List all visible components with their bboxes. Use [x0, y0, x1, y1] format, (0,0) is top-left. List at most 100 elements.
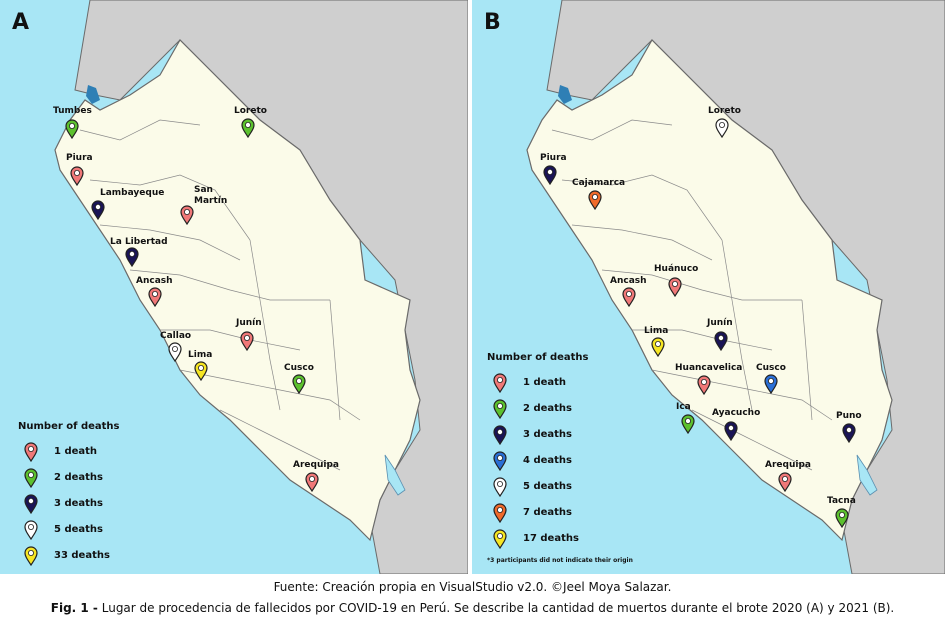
legend-item: 1 death: [487, 373, 589, 399]
map-pin-red[interactable]: [697, 375, 711, 395]
legend-a: Number of deaths 1 death 2 deaths 3 deat…: [18, 421, 120, 572]
map-panel-a: A Tumbes Loreto Piura Lambayeque San Mar…: [0, 0, 468, 574]
legend-pin-white: [493, 477, 507, 497]
legend-item: 4 deaths: [487, 451, 589, 477]
map-pin-red[interactable]: [148, 287, 162, 307]
region-label-junin: Junín: [236, 318, 262, 328]
map-pin-orange[interactable]: [588, 190, 602, 210]
map-pin-green[interactable]: [241, 118, 255, 138]
map-pin-navy[interactable]: [714, 331, 728, 351]
legend-item: 7 deaths: [487, 503, 589, 529]
panel-letter: A: [12, 10, 30, 35]
map-pin-green[interactable]: [681, 414, 695, 434]
map-pin-blue[interactable]: [764, 374, 778, 394]
legend-label: 3 deaths: [523, 429, 572, 440]
region-label-san-martin: San Martín: [194, 185, 228, 206]
legend-pin-navy: [493, 425, 507, 445]
legend-item: 2 deaths: [18, 468, 120, 494]
map-pin-red[interactable]: [778, 472, 792, 492]
region-label-loreto: Loreto: [234, 106, 267, 116]
region-label-cusco: Cusco: [756, 363, 786, 373]
region-label-lambayeque: Lambayeque: [100, 188, 165, 198]
map-pin-green[interactable]: [835, 508, 849, 528]
legend-label: 7 deaths: [523, 507, 572, 518]
legend-item: 5 deaths: [487, 477, 589, 503]
figure-text: Lugar de procedencia de fallecidos por C…: [97, 601, 895, 615]
legend-item: 1 death: [18, 442, 120, 468]
legend-label: 33 deaths: [54, 550, 110, 561]
legend-title: Number of deaths: [487, 352, 589, 363]
map-pin-red[interactable]: [668, 277, 682, 297]
legend-label: 5 deaths: [523, 481, 572, 492]
map-pin-red[interactable]: [305, 472, 319, 492]
legend-pin-white: [24, 520, 38, 540]
region-label-huanuco: Huánuco: [654, 264, 699, 274]
map-pin-navy[interactable]: [125, 247, 139, 267]
legend-pin-red: [493, 373, 507, 393]
region-label-tacna: Tacna: [827, 496, 856, 506]
legend-pin-red: [24, 442, 38, 462]
legend-label: 2 deaths: [54, 472, 103, 483]
figure-caption: Fig. 1 - Lugar de procedencia de falleci…: [0, 600, 945, 616]
map-pin-green[interactable]: [292, 374, 306, 394]
map-pin-white[interactable]: [168, 342, 182, 362]
map-pin-white[interactable]: [715, 118, 729, 138]
region-label-cusco: Cusco: [284, 363, 314, 373]
source-caption: Fuente: Creación propia en VisualStudio …: [273, 580, 672, 594]
legend-item: 17 deaths: [487, 529, 589, 555]
region-label-puno: Puno: [836, 411, 862, 421]
region-label-arequipa: Arequipa: [765, 460, 811, 470]
legend-pin-yellow: [493, 529, 507, 549]
map-pin-navy[interactable]: [543, 165, 557, 185]
legend-label: 3 deaths: [54, 498, 103, 509]
legend-item: 33 deaths: [18, 546, 120, 572]
legend-label: 5 deaths: [54, 524, 103, 535]
legend-pin-yellow: [24, 546, 38, 566]
region-label-ancash: Ancash: [610, 276, 647, 286]
legend-b: Number of deaths 1 death 2 deaths 3 deat…: [487, 352, 589, 555]
legend-pin-orange: [493, 503, 507, 523]
map-pin-red[interactable]: [180, 205, 194, 225]
region-label-junin: Junín: [707, 318, 733, 328]
region-label-cajamarca: Cajamarca: [572, 178, 626, 188]
region-label-piura: Piura: [540, 153, 567, 163]
region-label-piura: Piura: [66, 153, 93, 163]
region-label-huancavelica: Huancavelica: [675, 363, 743, 373]
legend-label: 4 deaths: [523, 455, 572, 466]
legend-label: 1 death: [523, 377, 567, 388]
panel-letter: B: [484, 10, 501, 35]
legend-pin-green: [24, 468, 38, 488]
legend-label: 17 deaths: [523, 533, 579, 544]
legend-label: 1 death: [54, 446, 98, 457]
region-label-callao: Callao: [160, 331, 192, 341]
region-label-ica: Ica: [676, 402, 691, 412]
region-label-ayacucho: Ayacucho: [712, 408, 761, 418]
map-pin-navy[interactable]: [724, 421, 738, 441]
map-pin-yellow[interactable]: [651, 337, 665, 357]
region-label-loreto: Loreto: [708, 106, 741, 116]
map-pin-yellow[interactable]: [194, 361, 208, 381]
map-panel-b: B Loreto Piura Cajamarca Huánuco Ancash …: [472, 0, 945, 574]
map-pin-navy[interactable]: [91, 200, 105, 220]
legend-pin-navy: [24, 494, 38, 514]
peru-map-b: [472, 0, 945, 574]
legend-pin-blue: [493, 451, 507, 471]
map-pin-red[interactable]: [240, 331, 254, 351]
map-pin-green[interactable]: [65, 119, 79, 139]
map-pin-red[interactable]: [70, 166, 84, 186]
region-label-tumbes: Tumbes: [53, 106, 92, 116]
legend-title: Number of deaths: [18, 421, 120, 432]
legend-item: 3 deaths: [18, 494, 120, 520]
legend-note: *3 participants did not indicate their o…: [487, 557, 633, 564]
panel-divider: [468, 0, 472, 574]
figure-label: Fig. 1 -: [50, 601, 98, 615]
map-pin-red[interactable]: [622, 287, 636, 307]
peru-map-a: [0, 0, 468, 574]
region-label-la-libertad: La Libertad: [110, 237, 168, 247]
map-pin-navy[interactable]: [842, 423, 856, 443]
region-label-ancash: Ancash: [136, 276, 173, 286]
legend-item: 3 deaths: [487, 425, 589, 451]
legend-item: 2 deaths: [487, 399, 589, 425]
legend-item: 5 deaths: [18, 520, 120, 546]
region-label-arequipa: Arequipa: [293, 460, 339, 470]
